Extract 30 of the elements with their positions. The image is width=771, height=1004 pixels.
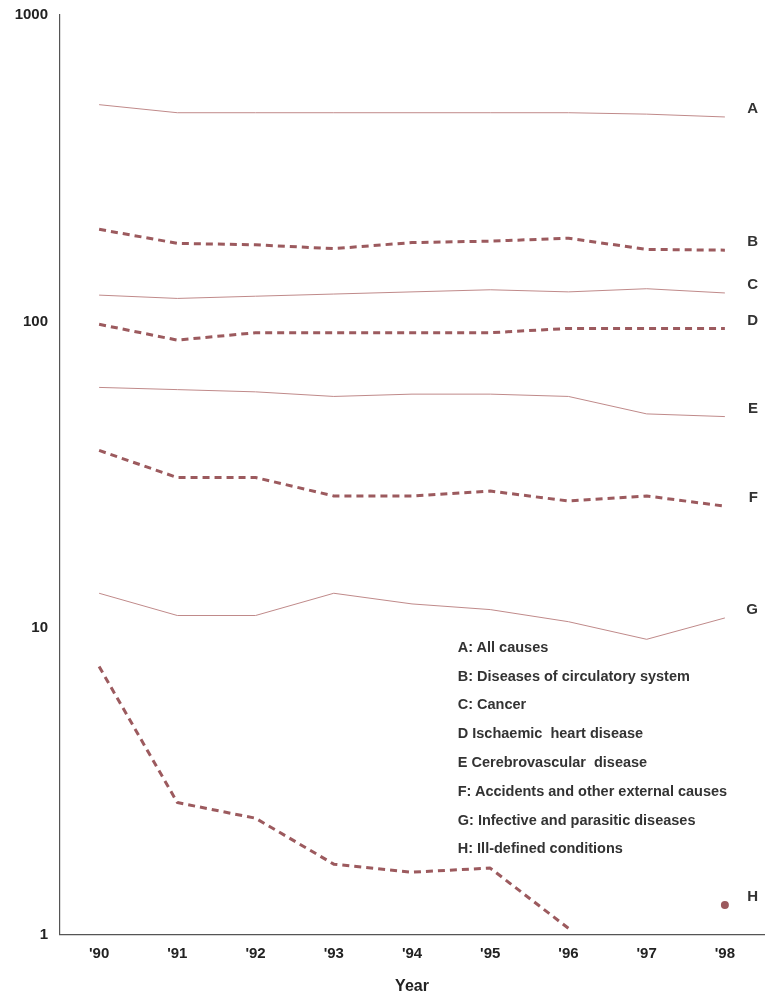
text: H	[747, 887, 758, 905]
annotation: H: Ill-defined conditions	[457, 840, 623, 857]
series-label: D	[747, 310, 759, 328]
x-tick-label: '96	[558, 943, 579, 961]
x-axis-title: Year	[395, 976, 429, 994]
x-tick-label: '91	[167, 943, 188, 961]
y-tick-label: 100	[22, 311, 48, 329]
annotation: E Cerebrovascular disease	[457, 754, 648, 771]
annotation: C: Cancer	[457, 696, 527, 713]
y-tick-label: 1000	[14, 5, 48, 23]
series-label: G	[746, 600, 758, 618]
x-tick-label: '93	[323, 943, 344, 961]
annotation: A: All causes	[457, 638, 549, 655]
x-tick-label: '92	[245, 943, 266, 961]
series-label: F	[748, 488, 758, 506]
y-tick-label: 1	[39, 924, 48, 942]
x-tick-label: '95	[480, 943, 501, 961]
series-label: C	[747, 275, 759, 293]
x-tick-label: '94	[401, 943, 423, 961]
series-label: A	[747, 99, 759, 117]
x-tick-label: '97	[636, 943, 657, 961]
series-label: E	[747, 398, 758, 416]
y-tick-label: 10	[31, 618, 48, 636]
series-label: B	[747, 232, 759, 250]
annotation: D Ischaemic heart disease	[457, 725, 644, 742]
annotation: F: Accidents and other external causes	[457, 782, 728, 799]
annotation: G: Infective and parasitic diseases	[457, 811, 696, 828]
x-tick-label: '98	[714, 943, 736, 961]
x-tick-label: '90	[88, 943, 110, 961]
annotation: B: Diseases of circulatory system	[457, 667, 690, 684]
